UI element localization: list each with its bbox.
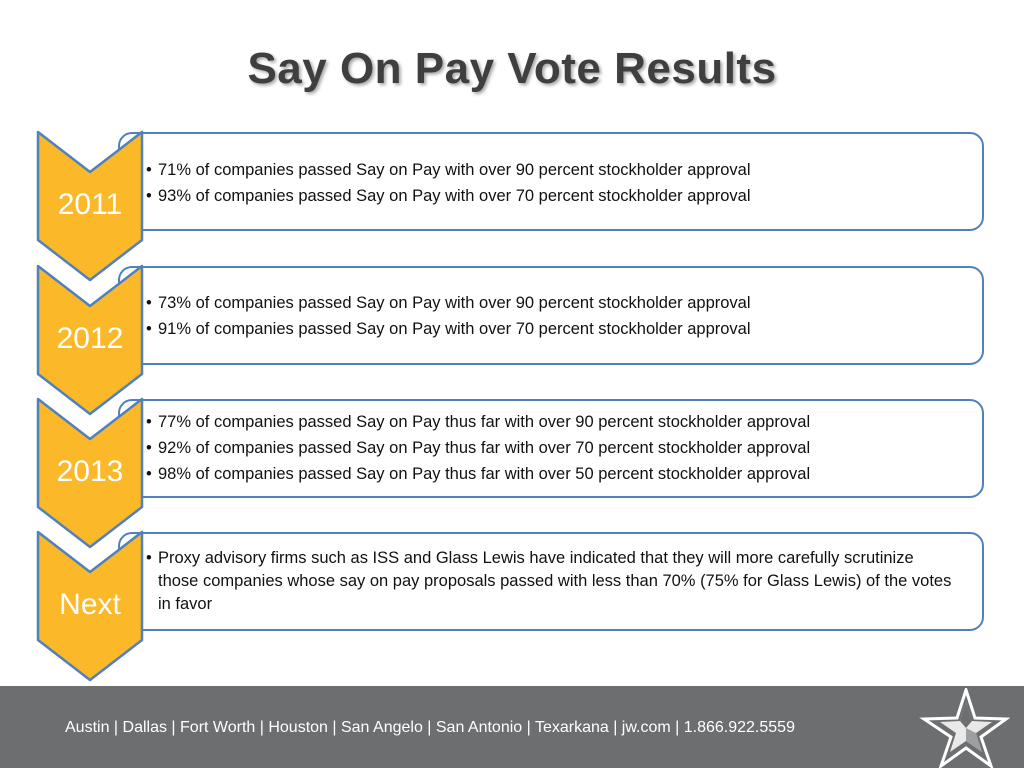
bullet-item: • 92% of companies passed Say on Pay thus… xyxy=(146,439,811,457)
footer-bar: Austin | Dallas | Fort Worth | Houston |… xyxy=(0,686,1024,768)
chevron-2012 xyxy=(36,264,144,416)
bullet-box-2011: • 71% of companies passed Say on Pay with… xyxy=(118,132,984,231)
year-label-next: Next xyxy=(59,588,121,621)
year-label-2011: 2011 xyxy=(57,188,123,221)
bullet-item: • Proxy advisory firms such as ISS and Gl… xyxy=(146,549,952,613)
bullet-item: • 71% of companies passed Say on Pay with… xyxy=(146,161,751,179)
chevron-2013 xyxy=(36,397,144,549)
bullet-item: • 93% of companies passed Say on Pay with… xyxy=(146,187,751,205)
bullet-item: • 73% of companies passed Say on Pay with… xyxy=(146,294,751,312)
star-logo-icon xyxy=(918,685,1011,773)
bullet-box-2013: • 77% of companies passed Say on Pay thus… xyxy=(118,399,984,498)
slide-title: Say On Pay Vote Results xyxy=(247,44,777,93)
year-label-2012: 2012 xyxy=(56,322,124,355)
bullet-item: • 77% of companies passed Say on Pay thus… xyxy=(146,413,811,431)
chevron-next xyxy=(36,530,144,682)
bullet-box-next: • Proxy advisory firms such as ISS and Gl… xyxy=(118,532,984,631)
footer-offices-contact: Austin | Dallas | Fort Worth | Houston |… xyxy=(65,719,795,736)
bullet-item: • 98% of companies passed Say on Pay thus… xyxy=(146,465,811,483)
chevron-2011 xyxy=(36,130,144,282)
bullet-item: • 91% of companies passed Say on Pay with… xyxy=(146,320,751,338)
year-label-2013: 2013 xyxy=(56,455,124,488)
bullet-box-2012: • 73% of companies passed Say on Pay with… xyxy=(118,266,984,365)
